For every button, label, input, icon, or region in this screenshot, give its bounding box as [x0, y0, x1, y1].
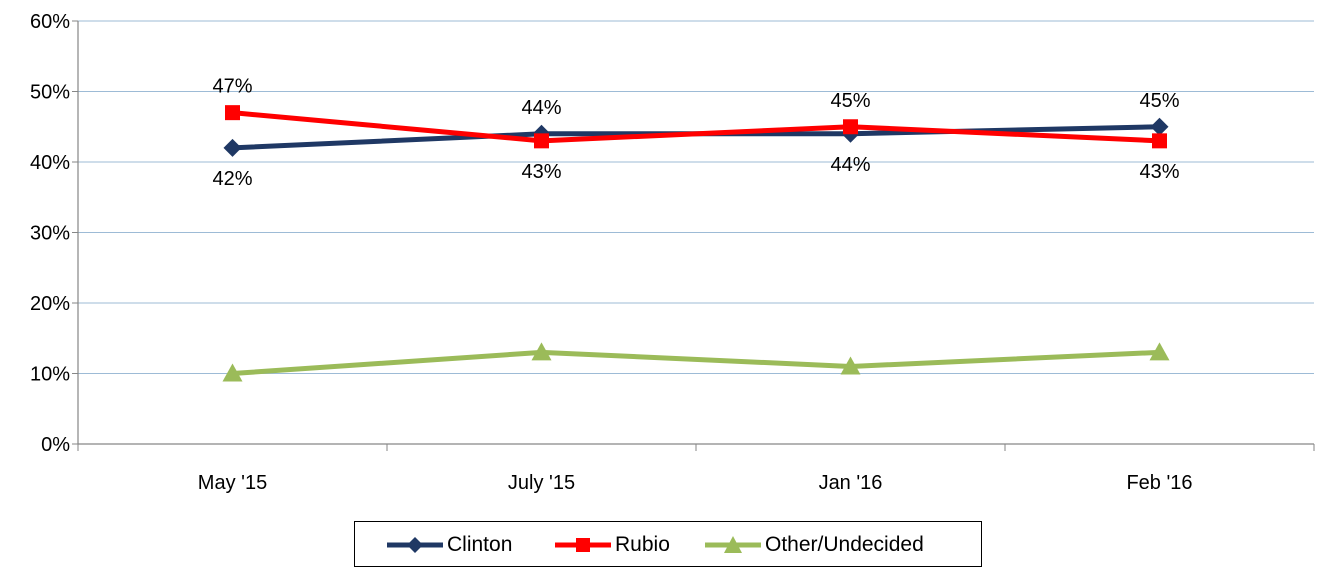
x-tick-label: July '15 [508, 472, 575, 494]
data-label-rubio: 47% [212, 76, 252, 98]
data-label-clinton: 45% [1139, 90, 1179, 112]
marker-rubio [843, 119, 858, 135]
y-tick-label: 0% [41, 434, 70, 456]
legend-item-rubio: Rubio [553, 522, 670, 568]
marker-rubio [225, 105, 240, 121]
x-tick-label: Jan '16 [819, 472, 883, 494]
marker-rubio [534, 133, 549, 149]
data-label-rubio: 43% [521, 161, 561, 183]
clinton-legend-marker [387, 537, 443, 553]
plot-area: 0% 10% 20% 30% 40% 50% 60% May '15 July '15 Jan '… [30, 11, 1315, 494]
legend-label-other: Other/Undecided [765, 533, 924, 556]
data-label-clinton: 42% [212, 168, 252, 190]
y-tick-label: 10% [30, 364, 70, 386]
rubio-legend-marker [555, 538, 611, 552]
marker-clinton [223, 138, 242, 157]
marker-other-undecided [840, 356, 861, 375]
x-tick-label: Feb '16 [1126, 472, 1192, 494]
series-line-other-undecided [232, 349, 1160, 376]
marker-rubio [1152, 133, 1167, 149]
marker-other-undecided [222, 363, 243, 382]
data-label-rubio: 45% [830, 90, 870, 112]
data-label-clinton: 44% [830, 154, 870, 176]
marker-other-undecided [531, 342, 552, 361]
series-line-clinton [232, 124, 1160, 151]
y-tick-label: 30% [30, 223, 70, 245]
legend-item-other: Other/Undecided [703, 522, 924, 568]
series-line-rubio [232, 110, 1160, 144]
data-label-rubio: 43% [1139, 161, 1179, 183]
y-tick-label: 20% [30, 293, 70, 315]
data-label-clinton: 44% [521, 97, 561, 119]
legend-label-clinton: Clinton [447, 533, 513, 556]
legend-item-clinton: Clinton [385, 522, 512, 568]
x-tick-label: May '15 [198, 472, 267, 494]
y-tick-label: 50% [30, 82, 70, 104]
legend: Clinton Rubio Other/Undecided [354, 521, 982, 567]
legend-label-rubio: Rubio [615, 533, 670, 556]
marker-other-undecided [1149, 342, 1170, 361]
marker-clinton [1150, 117, 1169, 136]
other-legend-marker [705, 536, 761, 553]
y-tick-label: 40% [30, 152, 70, 174]
y-tick-label: 60% [30, 11, 70, 33]
